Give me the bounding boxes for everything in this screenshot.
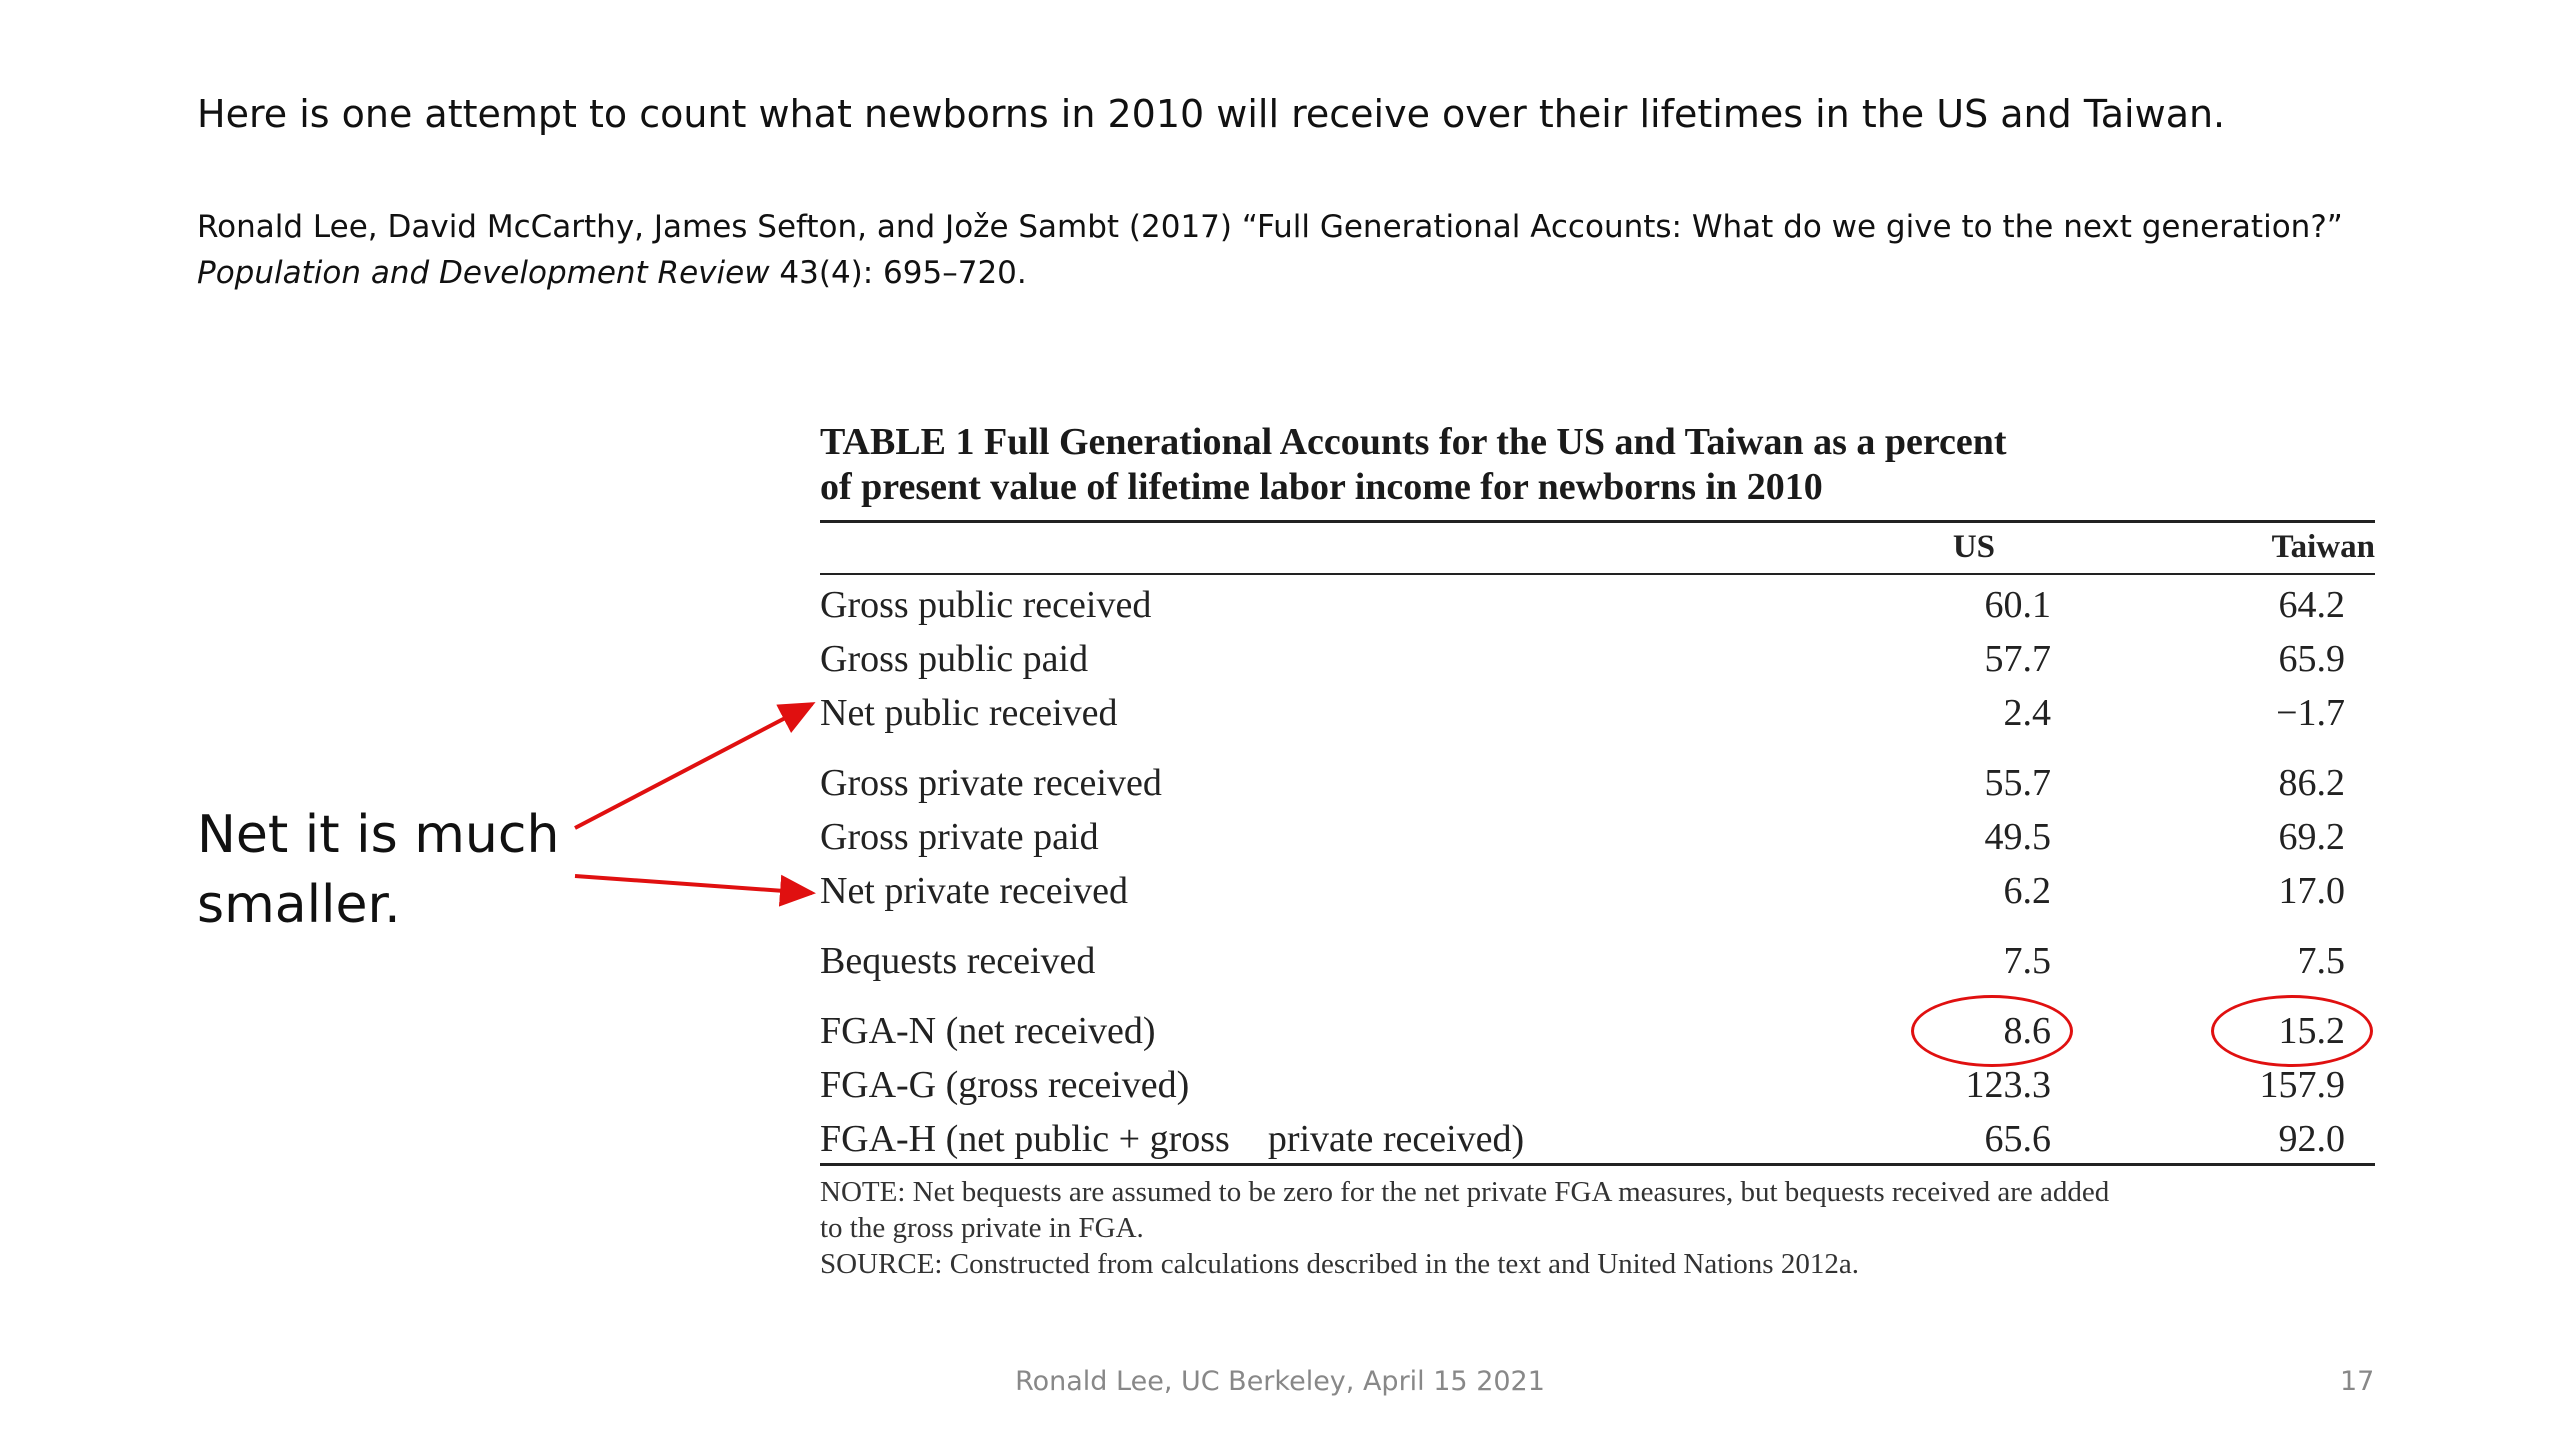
- table-caption-line-1: TABLE 1 Full Generational Accounts for t…: [820, 421, 2007, 463]
- value-us: 60.1: [1984, 584, 2052, 626]
- slide-footer: Ronald Lee, UC Berkeley, April 15 2021: [1015, 1366, 1545, 1397]
- annotation-line-2: smaller.: [197, 875, 401, 935]
- table-row-net-private: Net private received 6.2 17.0: [820, 861, 2375, 915]
- table-header-row: US Taiwan: [820, 523, 2375, 573]
- row-label: Gross public paid: [820, 638, 1089, 680]
- value-taiwan: −1.7: [2276, 692, 2345, 734]
- value-us: 2.4: [2003, 692, 2052, 734]
- value-taiwan: 15.2: [2278, 1010, 2346, 1052]
- table-row: Gross public paid 57.7 65.9: [820, 629, 2375, 683]
- row-label: Gross private received: [820, 762, 1162, 804]
- table-notes: NOTE: Net bequests are assumed to be zer…: [820, 1174, 2375, 1282]
- table-row: FGA-G (gross received) 123.3 157.9: [820, 1055, 2375, 1109]
- value-taiwan: 92.0: [2278, 1118, 2346, 1160]
- table-row: Gross public received 60.1 64.2: [820, 575, 2375, 629]
- citation-line-1: Ronald Lee, David McCarthy, James Sefton…: [197, 209, 2343, 245]
- fga-table: TABLE 1 Full Generational Accounts for t…: [820, 420, 2375, 1282]
- page-number: 17: [2340, 1366, 2375, 1397]
- value-us: 57.7: [1984, 638, 2052, 680]
- citation: Ronald Lee, David McCarthy, James Sefton…: [197, 204, 2343, 296]
- citation-line-2: Population and Development Review 43(4):…: [197, 250, 2343, 296]
- row-label: Net private received: [820, 870, 1129, 912]
- arrow-to-net-public: [574, 702, 816, 830]
- value-us: 6.2: [2003, 870, 2052, 912]
- table-bottom-rule: [820, 1163, 2375, 1166]
- value-taiwan: 17.0: [2278, 870, 2346, 912]
- column-header-us: US: [1952, 529, 1995, 565]
- table-row-net-public: Net public received 2.4 −1.7: [820, 683, 2375, 737]
- value-us: 55.7: [1984, 762, 2052, 804]
- row-label: Gross public received: [820, 584, 1152, 626]
- slide-heading: Here is one attempt to count what newbor…: [197, 92, 2226, 136]
- highlight-circle-us: [1911, 995, 2073, 1067]
- table-row: Gross private paid 49.5 69.2: [820, 807, 2375, 861]
- table-row-fga-n: FGA-N (net received) 8.6 15.2: [820, 995, 2375, 1067]
- value-us: 7.5: [2003, 940, 2052, 982]
- note-line-2: to the gross private in FGA.: [820, 1212, 1144, 1244]
- citation-journal: Population and Development Review: [197, 255, 770, 291]
- highlight-circle-taiwan: [2211, 995, 2373, 1067]
- table-row: Bequests received 7.5 7.5: [820, 931, 2375, 985]
- value-taiwan: 7.5: [2297, 940, 2346, 982]
- row-label: Net public received: [820, 692, 1118, 734]
- table-caption: TABLE 1 Full Generational Accounts for t…: [820, 420, 2375, 510]
- column-header-taiwan: Taiwan: [2271, 529, 2375, 565]
- table-top-rule: [820, 520, 2375, 523]
- annotation: Net it is much smaller.: [197, 800, 559, 940]
- table-caption-line-2: of present value of lifetime labor incom…: [820, 466, 1823, 508]
- value-taiwan: 157.9: [2259, 1064, 2346, 1106]
- arrow-to-net-private: [574, 874, 816, 907]
- table-row: Gross private received 55.7 86.2: [820, 753, 2375, 807]
- value-taiwan: 86.2: [2278, 762, 2346, 804]
- value-us: 65.6: [1984, 1118, 2052, 1160]
- annotation-line-1: Net it is much: [197, 805, 560, 865]
- row-label: FGA-H (net public + gross private receiv…: [820, 1118, 1525, 1160]
- value-us: 123.3: [1965, 1064, 2052, 1106]
- row-label: Gross private paid: [820, 816, 1099, 858]
- note-line-1: NOTE: Net bequests are assumed to be zer…: [820, 1176, 2110, 1208]
- value-taiwan: 65.9: [2278, 638, 2346, 680]
- value-taiwan: 69.2: [2278, 816, 2346, 858]
- value-us: 8.6: [2003, 1010, 2052, 1052]
- row-label: Bequests received: [820, 940, 1096, 982]
- source-line: SOURCE: Constructed from calculations de…: [820, 1248, 1859, 1280]
- table-row: FGA-H (net public + gross private receiv…: [820, 1109, 2375, 1163]
- table-header-rule: [820, 573, 2375, 575]
- value-taiwan: 64.2: [2278, 584, 2346, 626]
- row-label: FGA-G (gross received): [820, 1064, 1190, 1106]
- citation-volume: 43(4): 695–720.: [769, 255, 1027, 291]
- row-label: FGA-N (net received): [820, 1010, 1156, 1052]
- value-us: 49.5: [1984, 816, 2052, 858]
